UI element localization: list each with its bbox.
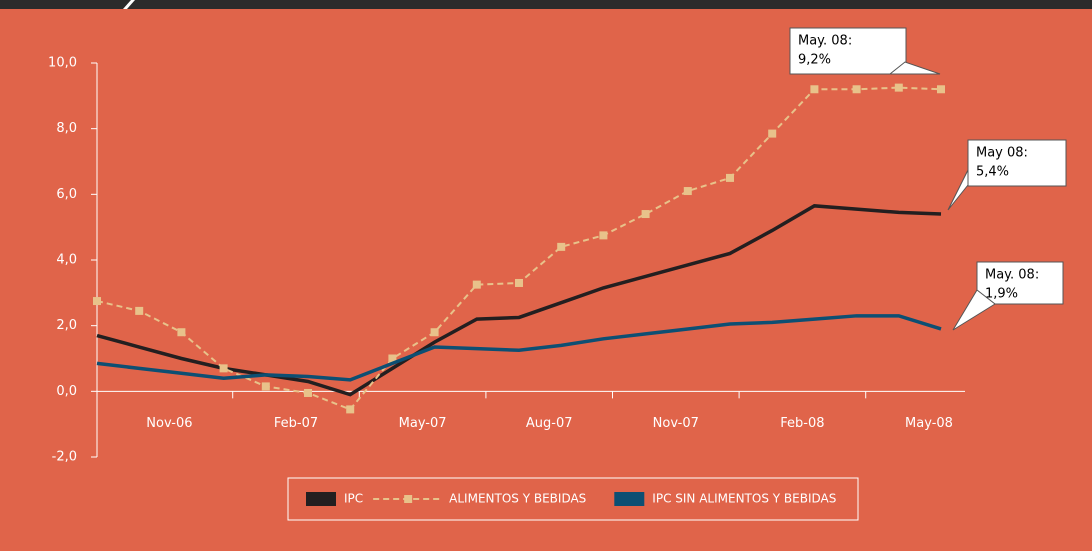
- top-bar-accent: [123, 0, 135, 9]
- y-tick-label: 2,0: [56, 318, 77, 333]
- x-tick-label: Nov-06: [146, 416, 192, 431]
- series-marker: [472, 280, 481, 289]
- x-tick-label: Nov-07: [653, 416, 699, 431]
- series-marker: [599, 231, 608, 240]
- series-marker: [768, 129, 777, 138]
- annotation-line1: May. 08:: [985, 268, 1039, 283]
- series-marker: [852, 85, 861, 94]
- y-tick-label: 6,0: [56, 187, 77, 202]
- annotation-line1: May. 08:: [798, 34, 852, 49]
- y-tick-label: 8,0: [56, 121, 77, 136]
- annotation-pointer: [952, 289, 996, 331]
- legend-label: IPC: [344, 492, 363, 506]
- series-marker: [219, 364, 228, 373]
- series-marker: [557, 242, 566, 251]
- series-marker: [515, 278, 523, 287]
- annotation-line1: May 08:: [976, 146, 1028, 161]
- series-marker: [135, 306, 144, 315]
- x-tick-label: May-08: [905, 416, 953, 431]
- annotation-pointer: [947, 169, 969, 211]
- series-marker: [93, 297, 101, 306]
- annotation-line2: 9,2%: [798, 53, 831, 68]
- annotation-line2: 1,9%: [985, 287, 1018, 302]
- y-tick-label: 0,0: [56, 384, 77, 399]
- legend-swatch: [614, 492, 645, 506]
- series-marker: [894, 83, 903, 92]
- series-marker: [261, 382, 270, 391]
- series-marker: [726, 173, 734, 182]
- series-marker: [346, 405, 355, 414]
- y-tick-label: -2,0: [52, 450, 77, 465]
- annotation-box: [976, 261, 1064, 305]
- legend-marker: [404, 495, 413, 503]
- x-tick-label: Aug-07: [526, 416, 573, 431]
- legend-box: [287, 477, 859, 521]
- legend-label: IPC SIN ALIMENTOS Y BEBIDAS: [652, 492, 836, 506]
- x-tick-label: Feb-08: [780, 416, 824, 431]
- annotation: May. 08: 9,2%: [789, 27, 941, 75]
- x-tick-label: May-07: [399, 416, 447, 431]
- annotation-box: [789, 27, 907, 75]
- series-marker: [177, 328, 186, 337]
- legend-swatch: [306, 492, 336, 506]
- series-marker: [683, 187, 692, 196]
- annotation-box: [967, 139, 1067, 187]
- annotation: May 08: 5,4%: [947, 139, 1067, 211]
- series-marker: [304, 388, 312, 397]
- series-line: [96, 204, 942, 397]
- y-tick-label: 10,0: [48, 56, 77, 71]
- legend-label: ALIMENTOS Y BEBIDAS: [449, 492, 586, 506]
- series-line: [96, 314, 942, 382]
- annotation-line2: 5,4%: [976, 165, 1009, 180]
- top-bar: [0, 0, 1092, 9]
- series-marker: [430, 328, 439, 337]
- series-marker: [641, 210, 650, 219]
- annotation: May. 08: 1,9%: [952, 261, 1064, 331]
- y-tick-label: 4,0: [56, 253, 77, 268]
- x-tick-label: Feb-07: [274, 416, 318, 431]
- series-marker: [388, 354, 397, 363]
- annotation-pointer: [888, 61, 941, 75]
- series-marker: [810, 85, 819, 94]
- series-marker: [937, 85, 945, 94]
